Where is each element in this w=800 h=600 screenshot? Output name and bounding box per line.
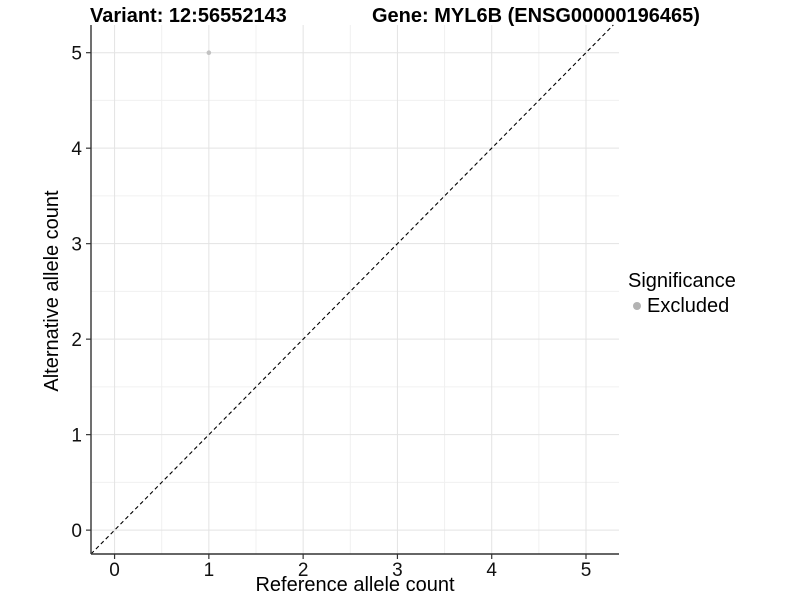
legend-item-label: Excluded — [647, 295, 730, 317]
x-tick-label: 5 — [581, 560, 592, 581]
plot-title-gene: Gene: MYL6B (ENSG00000196465) — [372, 5, 700, 27]
y-tick-label: 4 — [71, 139, 82, 160]
x-tick-label: 0 — [109, 560, 120, 581]
y-tick-label: 2 — [71, 330, 82, 351]
y-axis-title: Alternative allele count — [41, 190, 63, 392]
plot-title-variant: Variant: 12:56552143 — [90, 5, 287, 27]
y-tick-label: 1 — [71, 426, 82, 447]
data-point — [206, 50, 212, 55]
x-tick-label: 3 — [392, 560, 403, 581]
x-tick-label: 4 — [486, 560, 497, 581]
x-axis-title: Reference allele count — [255, 574, 455, 596]
legend-title: Significance — [628, 270, 736, 292]
y-tick-label: 3 — [71, 235, 82, 256]
y-tick-label: 0 — [71, 521, 82, 542]
legend: Significance Excluded — [628, 269, 736, 318]
identity-dashed-line — [90, 24, 614, 555]
y-tick-label: 5 — [71, 44, 82, 65]
x-tick-label: 1 — [204, 560, 215, 581]
legend-point-icon — [633, 302, 641, 310]
x-tick-label: 2 — [298, 560, 309, 581]
legend-item-excluded: Excluded — [628, 294, 736, 318]
